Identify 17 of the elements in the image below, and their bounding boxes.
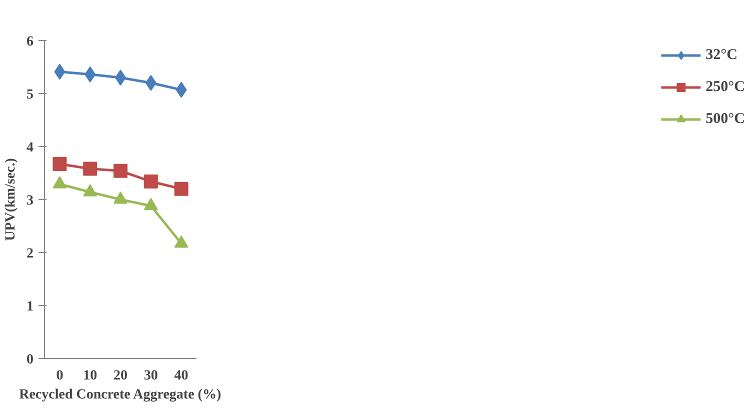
x-tick-label: 30 <box>144 368 158 384</box>
x-tick-label: 0 <box>56 368 64 384</box>
x-axis-title: Recycled Concrete Aggregate (%) <box>19 388 222 402</box>
legend-label: 32°C <box>706 46 738 64</box>
x-tick-label: 10 <box>83 368 98 384</box>
y-tick-label: 4 <box>26 140 34 156</box>
y-tick-label: 3 <box>26 194 34 208</box>
y-tick-label: 2 <box>26 246 34 262</box>
y-axis-title: UPV(km/sec.) <box>4 158 18 241</box>
y-tick-label: 6 <box>26 34 34 50</box>
x-tick-label: 40 <box>174 368 188 384</box>
y-tick-label: 5 <box>26 88 34 102</box>
y-tick-label: 1 <box>26 300 34 314</box>
x-tick-label: 20 <box>114 368 128 384</box>
legend-label: 250°C <box>706 78 745 96</box>
y-tick-label: 0 <box>26 352 34 368</box>
legend-label: 500°C <box>706 110 745 128</box>
